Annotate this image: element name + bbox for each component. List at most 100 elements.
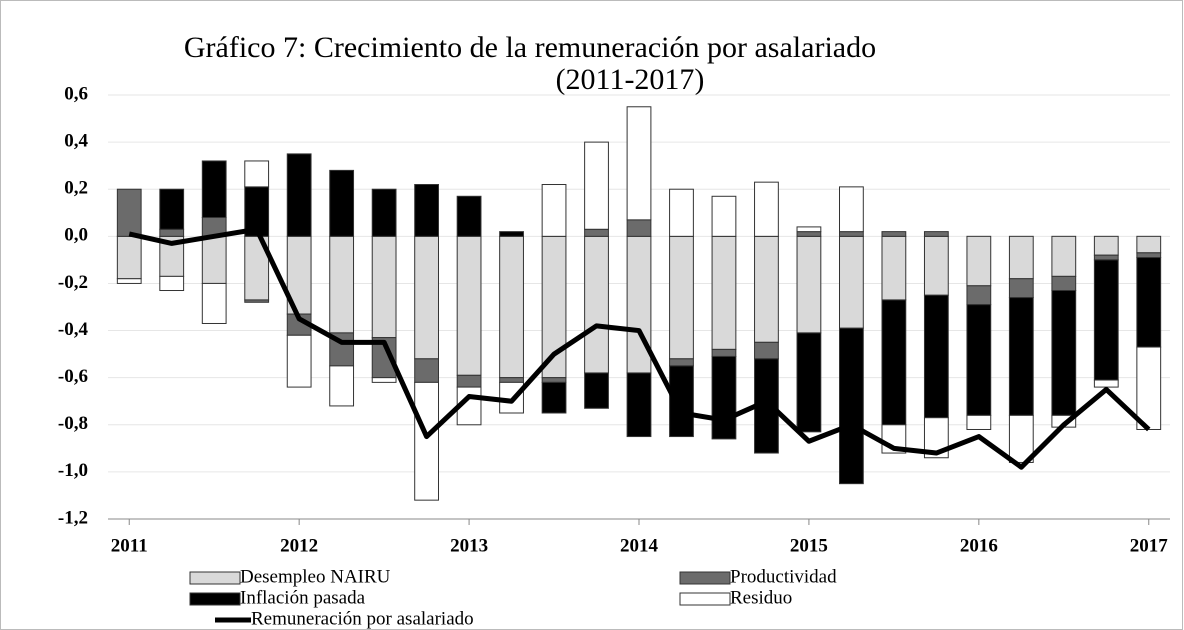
bar-segment: [499, 231, 524, 237]
legend-label: Remuneración por asalariado: [251, 608, 474, 629]
bar-segment: [414, 235, 439, 360]
bar-segment: [1051, 290, 1077, 416]
bar-segment: [669, 365, 694, 438]
bar-segment: [286, 153, 312, 237]
y-tick-label: 0,4: [64, 130, 88, 151]
legend-swatch: [679, 592, 731, 606]
bar-segment: [541, 184, 567, 237]
bar-segment: [584, 141, 609, 230]
bar-segment: [371, 377, 397, 383]
bar-segment: [1136, 346, 1162, 430]
x-tick-label: 2016: [960, 535, 998, 556]
bar-segment: [711, 195, 737, 237]
legend-swatch: [679, 571, 731, 585]
bar-segment: [1008, 235, 1034, 280]
line-series: [128, 226, 1151, 470]
bar-segment: [754, 181, 779, 237]
bar-segment: [414, 184, 439, 237]
y-tick-label: 0,0: [64, 225, 88, 246]
bar-segment: [923, 235, 949, 296]
bar-segment: [414, 381, 439, 501]
bar-segment: [881, 231, 907, 237]
x-tick-label: 2017: [1130, 535, 1169, 556]
y-tick-label: -0,2: [58, 272, 88, 293]
bar-segment: [839, 327, 864, 485]
bar-segment: [1136, 252, 1162, 259]
bar-segment: [1093, 235, 1119, 256]
bar-segment: [584, 372, 609, 409]
bar-segment: [456, 195, 482, 237]
bar-segment: [1051, 235, 1077, 277]
bar-segment: [1136, 257, 1162, 348]
x-tick-label: 2015: [790, 535, 828, 556]
bar-segment: [201, 235, 227, 284]
bar-segment: [711, 355, 737, 440]
bar-segment: [923, 231, 949, 237]
bar-segment: [329, 365, 355, 407]
bar-segment: [669, 358, 694, 367]
bar-segment: [286, 334, 312, 388]
bar-segment: [244, 299, 270, 303]
bar-segment: [1093, 259, 1119, 381]
bar-segment: [796, 332, 822, 433]
bar-segment: [1008, 278, 1034, 299]
bar-segment: [669, 188, 694, 237]
bar-segment: [966, 414, 992, 430]
bar-segment: [796, 231, 822, 237]
bar-segment: [159, 188, 185, 230]
bar-segment: [796, 235, 822, 334]
bar-segment: [626, 235, 652, 374]
y-tick-label: -0,4: [58, 319, 89, 340]
chart-title: (2011-2017): [556, 63, 705, 96]
bar-segment: [541, 381, 567, 414]
bar-segment: [626, 219, 652, 237]
bar-segment: [1008, 297, 1034, 416]
x-tick-label: 2012: [280, 535, 318, 556]
bar-segment: [159, 228, 185, 237]
bar-segment: [371, 188, 397, 237]
x-tick-label: 2011: [111, 535, 148, 556]
y-tick-label: -0,6: [58, 366, 88, 387]
bar-segment: [329, 169, 355, 237]
bar-segment: [371, 235, 397, 339]
bar-segment: [329, 235, 355, 334]
bar-segment: [669, 235, 694, 360]
bar-segment: [923, 294, 949, 419]
bar-segment: [881, 235, 907, 301]
bar-segment: [881, 299, 907, 426]
bar-segment: [839, 231, 864, 237]
bar-segment: [116, 278, 142, 284]
bar-segment: [966, 285, 992, 306]
bar-segment: [923, 417, 949, 459]
bar-segment: [499, 377, 524, 383]
bar-segment: [414, 358, 439, 383]
bar-segment: [966, 235, 992, 287]
bar-segment: [244, 160, 270, 188]
bar-segment: [116, 235, 142, 280]
bar-segment: [754, 341, 779, 360]
bar-segment: [626, 106, 652, 221]
bar-segment: [1136, 235, 1162, 254]
bar-segment: [966, 304, 992, 416]
legend-swatch: [189, 571, 241, 585]
legend-label: Desempleo NAIRU: [240, 566, 391, 587]
legend-swatch: [189, 592, 241, 606]
x-tick-label: 2013: [450, 535, 488, 556]
bar-segment: [159, 275, 185, 292]
y-tick-label: -1,0: [58, 460, 88, 481]
bar-segment: [456, 235, 482, 376]
bar-segment: [1093, 254, 1119, 261]
bar-segment: [711, 235, 737, 350]
bar-segment: [626, 372, 652, 438]
bar-segment: [1051, 275, 1077, 292]
bar-segment: [1008, 414, 1034, 463]
bar-segment: [584, 235, 609, 374]
bar-segment: [456, 374, 482, 388]
y-tick-label: 0,6: [64, 83, 88, 104]
y-tick-label: 0,2: [64, 178, 88, 199]
bar-segment: [116, 188, 142, 237]
bar-segment: [839, 235, 864, 329]
bar-segment: [499, 235, 524, 379]
bar-segment: [1093, 379, 1119, 388]
bar-segment: [839, 186, 864, 233]
